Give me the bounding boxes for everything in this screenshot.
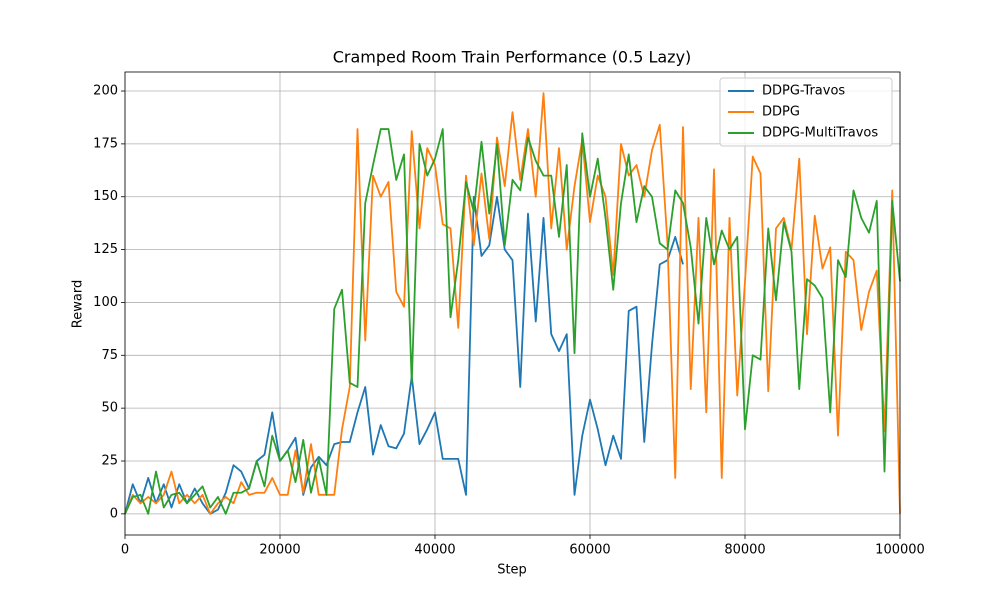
legend-label: DDPG-MultiTravos <box>762 126 878 141</box>
y-tick-label: 150 <box>93 189 118 204</box>
y-tick-label: 25 <box>101 454 118 469</box>
series-line <box>124 128 901 515</box>
x-tick-label: 60000 <box>569 543 610 558</box>
y-tick-label: 125 <box>93 242 118 257</box>
y-tick-label: 100 <box>93 295 118 310</box>
y-tick-label: 50 <box>101 401 118 416</box>
x-axis-label: Step <box>497 563 527 578</box>
plot-frame <box>124 71 901 536</box>
legend-label: DDPG <box>762 105 800 120</box>
legend-box <box>719 77 893 147</box>
series-line <box>124 195 684 515</box>
y-tick-label: 75 <box>101 348 118 363</box>
series-line <box>124 92 901 515</box>
x-tick-label: 100000 <box>875 543 925 558</box>
x-tick-label: 20000 <box>259 543 300 558</box>
y-tick-label: 0 <box>110 506 118 521</box>
legend-label: DDPG-Travos <box>762 84 845 99</box>
x-tick-label: 40000 <box>414 543 455 558</box>
y-tick-label: 200 <box>93 84 118 99</box>
x-tick-label: 0 <box>121 543 129 558</box>
y-axis-label: Reward <box>71 280 86 328</box>
y-tick-label: 175 <box>93 136 118 151</box>
x-tick-label: 80000 <box>724 543 765 558</box>
chart-title: Cramped Room Train Performance (0.5 Lazy… <box>333 48 692 67</box>
